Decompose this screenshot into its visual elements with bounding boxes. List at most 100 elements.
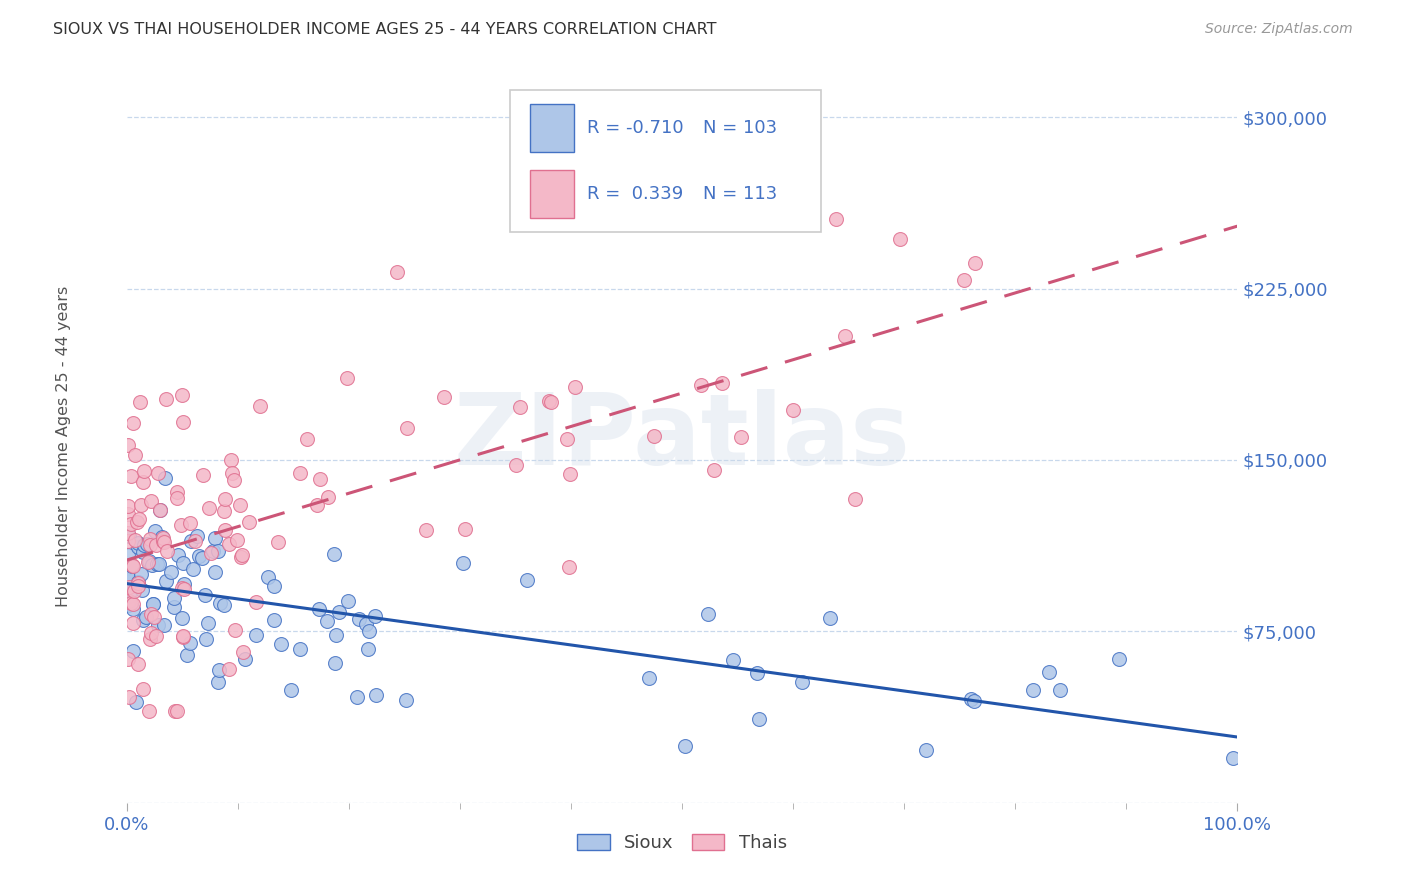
Point: [150, 530, 173, 544]
Point: [148, 557, 170, 571]
Point: [267, 535, 290, 549]
Point: [117, 559, 139, 574]
Point: [359, 624, 381, 638]
Point: [844, 491, 866, 506]
Point: [117, 690, 139, 704]
Point: [214, 491, 236, 506]
Point: [232, 645, 254, 659]
Point: [145, 538, 167, 552]
Point: [564, 380, 586, 394]
Point: [121, 615, 143, 630]
Point: [214, 504, 236, 518]
Point: [124, 448, 146, 462]
Point: [127, 657, 149, 671]
Point: [172, 415, 194, 429]
Point: [118, 529, 141, 543]
Point: [364, 688, 387, 702]
Point: [184, 533, 207, 548]
Point: [316, 491, 339, 505]
Point: [165, 704, 187, 718]
Point: [128, 395, 150, 409]
Text: Householder Income Ages 25 - 44 years: Householder Income Ages 25 - 44 years: [56, 285, 70, 607]
Point: [120, 516, 142, 531]
Point: [454, 522, 477, 536]
Point: [118, 580, 141, 594]
Point: [135, 609, 157, 624]
Point: [703, 463, 725, 477]
Point: [643, 429, 665, 443]
Point: [915, 743, 938, 757]
Point: [139, 494, 162, 508]
Point: [249, 400, 271, 414]
Point: [325, 628, 347, 642]
Point: [142, 597, 165, 611]
Point: [138, 705, 160, 719]
Point: [290, 641, 312, 656]
Point: [181, 562, 204, 576]
Point: [395, 693, 418, 707]
Point: [128, 512, 150, 526]
Legend: Sioux, Thais: Sioux, Thais: [569, 827, 794, 860]
Point: [965, 256, 987, 270]
Point: [415, 523, 437, 537]
Point: [117, 534, 139, 549]
Point: [790, 675, 813, 690]
Point: [214, 598, 236, 612]
Point: [152, 533, 174, 548]
Point: [167, 548, 190, 562]
Point: [127, 574, 149, 589]
Point: [172, 556, 194, 570]
Point: [117, 438, 139, 452]
Text: R =  0.339: R = 0.339: [588, 185, 683, 202]
Point: [163, 591, 186, 605]
Point: [163, 600, 186, 615]
Point: [122, 602, 145, 616]
Point: [125, 515, 148, 529]
Point: [139, 532, 162, 546]
Point: [730, 430, 752, 444]
Point: [124, 695, 146, 709]
Point: [354, 616, 377, 631]
Point: [139, 625, 162, 640]
Point: [218, 537, 240, 551]
Point: [214, 524, 236, 538]
Point: [555, 432, 578, 446]
Point: [558, 467, 581, 482]
Text: N = 113: N = 113: [703, 185, 778, 202]
Point: [207, 544, 229, 558]
Point: [193, 467, 215, 482]
Point: [139, 607, 162, 621]
Point: [335, 370, 357, 384]
Point: [145, 629, 167, 643]
Point: [222, 473, 245, 487]
Point: [516, 574, 538, 588]
Point: [960, 692, 983, 706]
FancyBboxPatch shape: [510, 89, 821, 232]
Point: [538, 393, 561, 408]
Point: [245, 627, 267, 641]
Point: [221, 466, 243, 480]
Text: ZIPatlas: ZIPatlas: [454, 389, 910, 485]
Point: [180, 533, 202, 548]
Point: [129, 566, 152, 581]
Point: [172, 629, 194, 643]
Point: [153, 618, 176, 632]
Point: [173, 582, 195, 596]
Point: [191, 551, 214, 566]
Point: [155, 574, 177, 588]
Point: [889, 232, 911, 246]
Point: [166, 485, 188, 500]
Point: [117, 526, 139, 541]
Text: Source: ZipAtlas.com: Source: ZipAtlas.com: [1205, 22, 1353, 37]
Point: [451, 557, 474, 571]
Point: [142, 597, 165, 611]
Point: [323, 547, 346, 561]
Point: [179, 636, 201, 650]
Point: [270, 636, 292, 650]
Point: [129, 498, 152, 512]
Point: [117, 596, 139, 610]
Point: [166, 491, 188, 505]
Point: [231, 548, 253, 562]
Point: [963, 694, 986, 708]
Point: [385, 265, 408, 279]
